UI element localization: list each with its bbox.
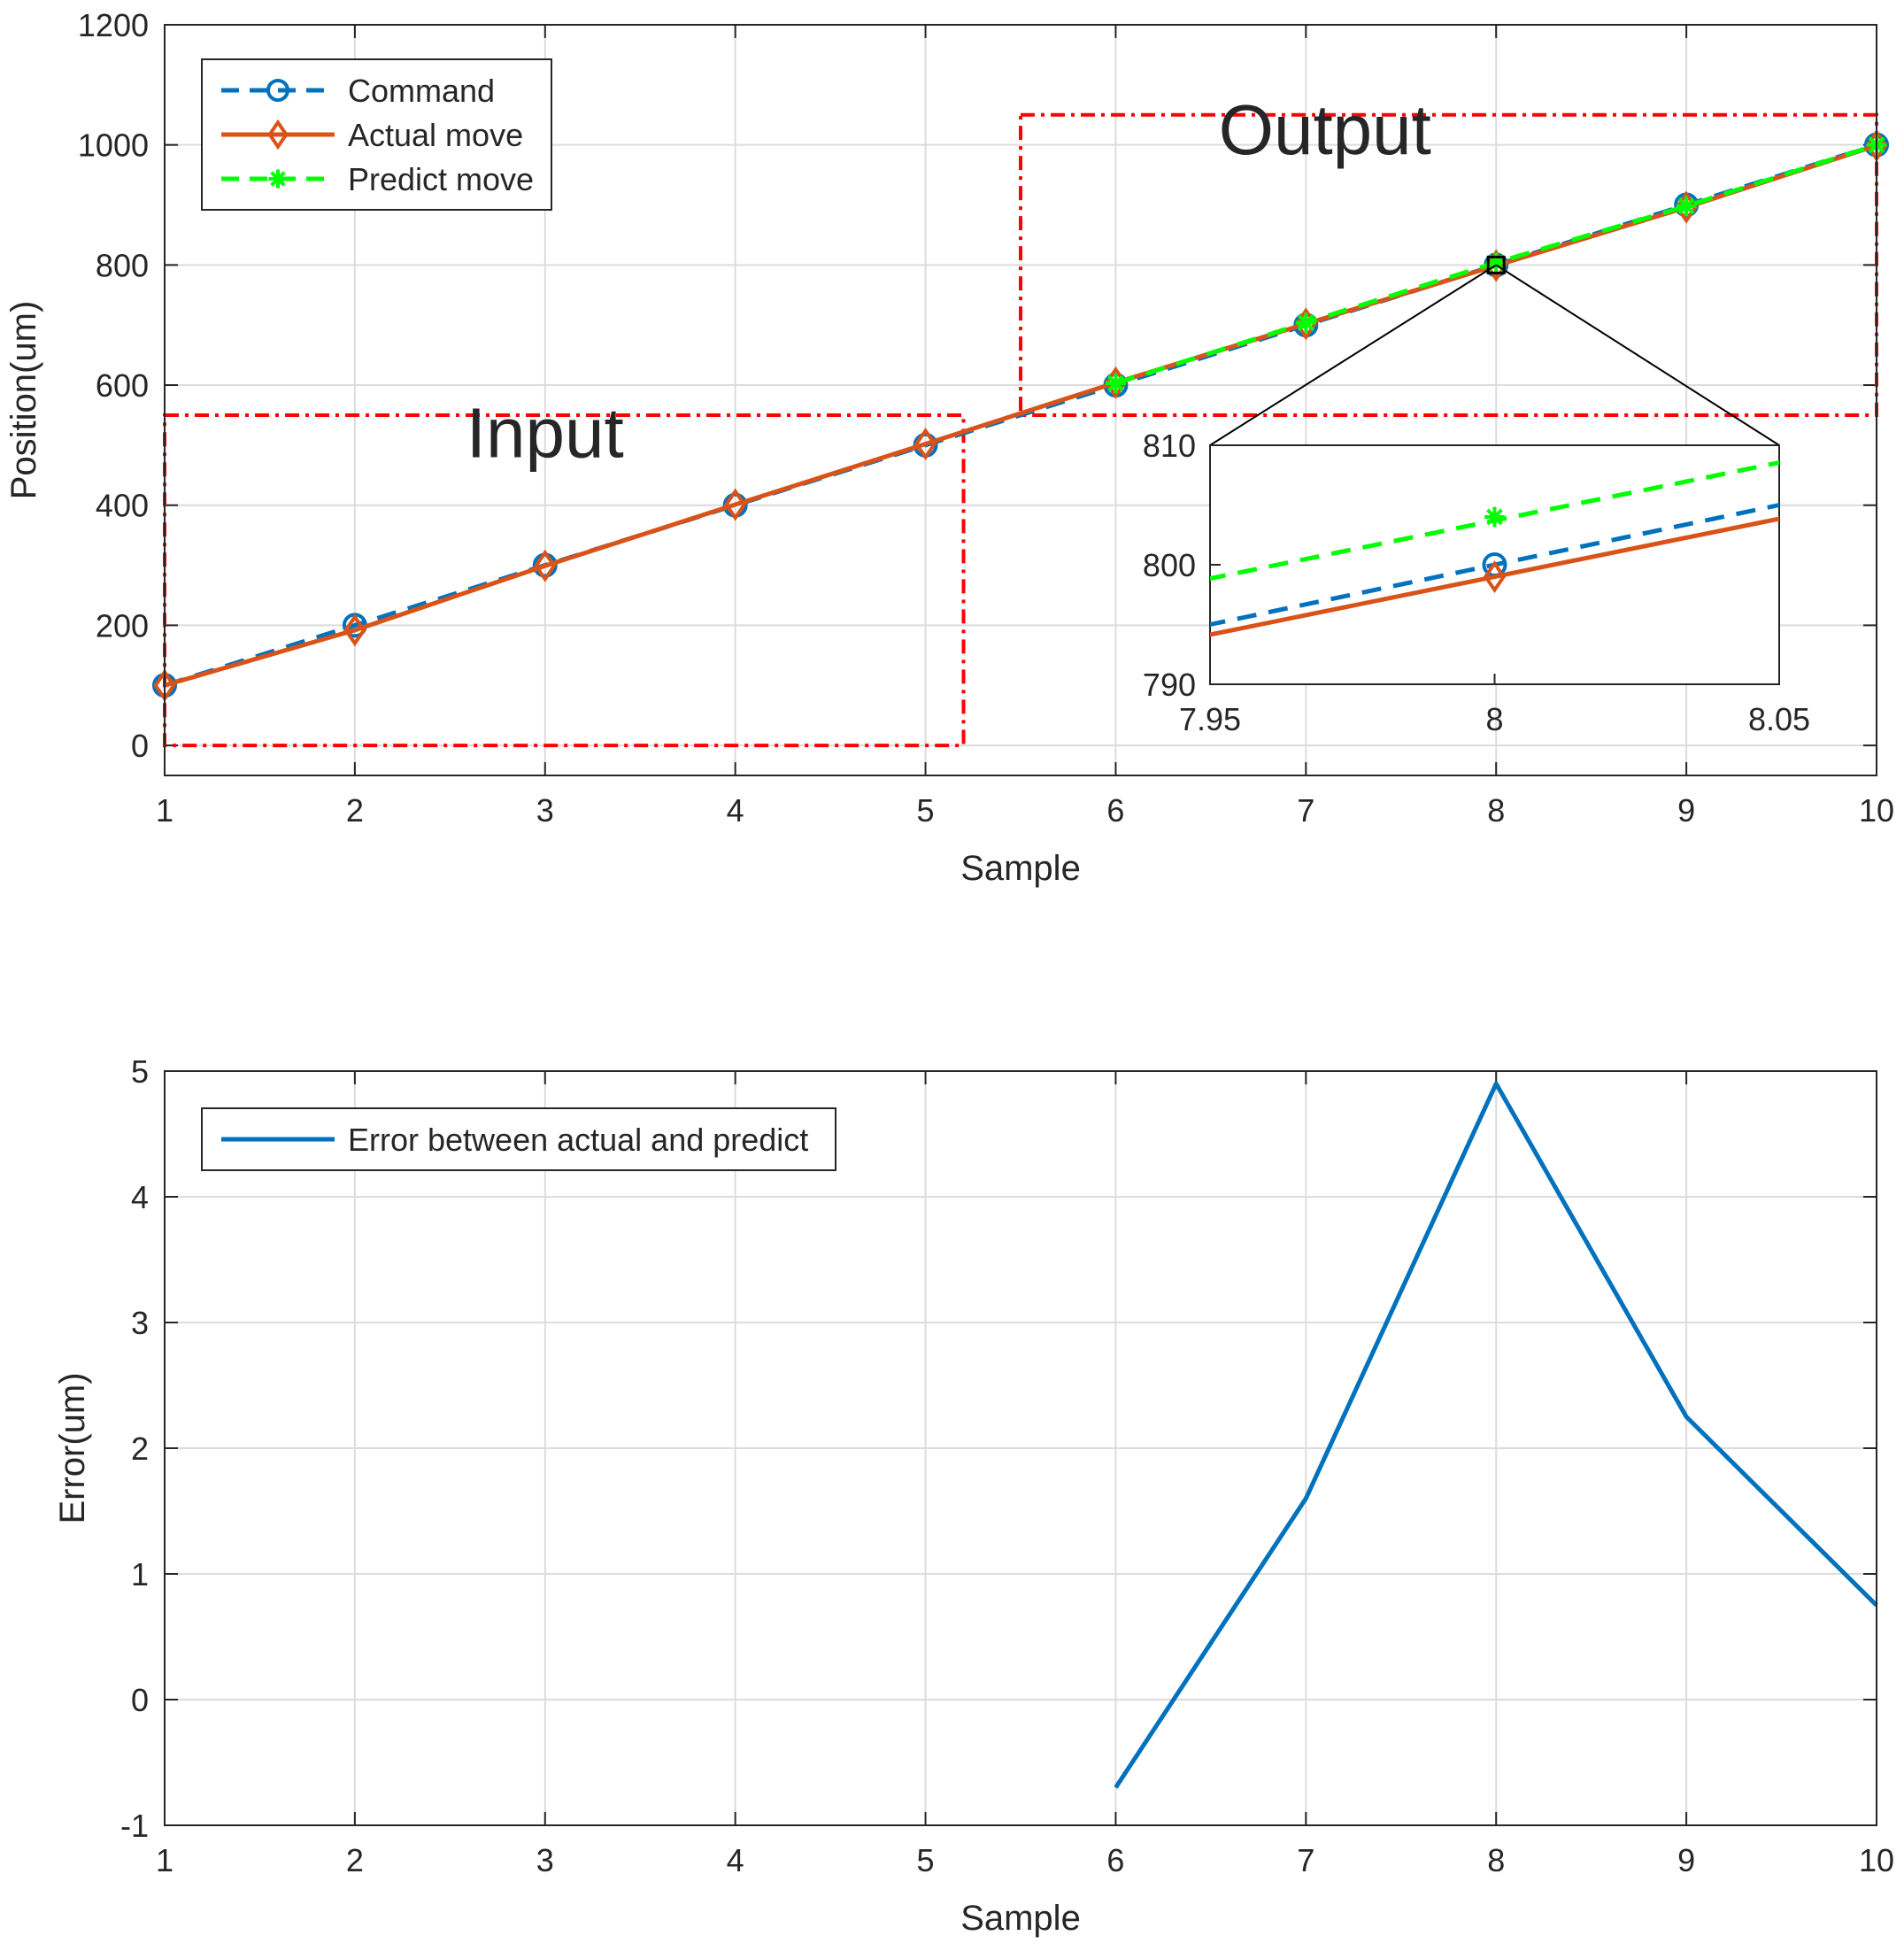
y-tick-label: 200 (96, 607, 149, 644)
inset-y-tick-label: 810 (1143, 428, 1196, 464)
inset: 7.95 8 8.05 790 800 810 (1143, 255, 1810, 737)
x-tick-label: 2 (346, 792, 364, 829)
plot-0: 1 2 3 4 5 6 7 8 9 10 0 200 400 600 800 1000 1200 Sample Po… (4, 7, 1894, 888)
legend-marker (268, 169, 288, 189)
inset-line-1 (1210, 516, 1779, 637)
y-tick-label: 400 (96, 488, 149, 524)
x-tick-label: 5 (917, 1842, 935, 1878)
x-tick-label: 4 (727, 792, 744, 829)
series-2-point (1676, 196, 1697, 217)
x-axis-label: Sample (960, 849, 1081, 888)
inset-y-tick-label: 790 (1143, 667, 1196, 703)
series-line-1 (164, 143, 1877, 688)
legend-0: Command Actual move Predict move (201, 58, 552, 211)
y-axis-label: Error(um) (53, 1372, 92, 1523)
series-2-point (1485, 252, 1507, 274)
annotation-input-label: Input (466, 393, 624, 472)
series-2-point (1106, 373, 1126, 394)
y-tick-label: 600 (96, 367, 149, 404)
x-tick-label: 2 (346, 1842, 364, 1878)
x-tick-label: 7 (1297, 792, 1314, 829)
y-tick-label: 5 (131, 1053, 149, 1090)
legend-entry: Command (348, 73, 495, 109)
legend-1: Error between actual and predict (201, 1107, 836, 1171)
inset-point-2 (1484, 506, 1505, 528)
x-tick-label: 8 (1487, 792, 1505, 829)
series-1-point (534, 549, 557, 582)
x-tick-label: 1 (156, 792, 173, 829)
annotation-box-0 (163, 413, 966, 748)
series-2-point (1295, 312, 1316, 333)
inset-y-tick-label: 800 (1143, 547, 1196, 583)
x-tick-label: 4 (727, 1842, 744, 1878)
zoom-source-box (1486, 255, 1506, 274)
x-axis-label: Sample (960, 1899, 1081, 1938)
legend-entry: Predict move (348, 161, 534, 197)
x-tick-label: 6 (1106, 792, 1124, 829)
x-tick-label: 10 (1859, 1842, 1894, 1878)
series-1-point (724, 488, 747, 521)
zoom-connector (1209, 264, 1497, 446)
x-tick-label: 9 (1677, 1842, 1695, 1878)
x-tick-label: 9 (1677, 792, 1695, 829)
x-tick-label: 6 (1106, 1842, 1124, 1878)
y-tick-label: 0 (131, 728, 149, 764)
series-1-point (1675, 190, 1698, 224)
inset-x-tick-label: 8.05 (1748, 701, 1810, 737)
x-tick-label: 8 (1487, 1842, 1505, 1878)
y-tick-label: 1200 (78, 7, 149, 43)
series-1-point (913, 427, 937, 461)
legend-entry: Actual move (348, 117, 523, 153)
inset-series (1210, 460, 1779, 637)
plot-frame (164, 1070, 1877, 1826)
legend-marker (266, 79, 289, 102)
inset-x-tick-label: 8 (1485, 701, 1503, 737)
x-tick-label: 1 (156, 1842, 173, 1878)
x-tick-label: 3 (536, 792, 554, 829)
x-tick-label: 10 (1859, 792, 1894, 829)
y-tick-label: 0 (131, 1682, 149, 1718)
y-tick-label: -1 (120, 1808, 149, 1844)
y-tick-label: 800 (96, 247, 149, 283)
y-tick-label: 1 (131, 1556, 149, 1592)
series-line-0 (1114, 1081, 1878, 1789)
series-1-point (343, 613, 366, 647)
x-tick-label: 3 (536, 1842, 554, 1878)
legend-marker (267, 119, 289, 150)
inset-x-tick-label: 7.95 (1179, 701, 1241, 737)
x-tick-label: 5 (917, 792, 935, 829)
plot-1: 1 2 3 4 5 6 7 8 9 10 -1 0 1 2 3 4 5 Sample Error(um) Error … (53, 1053, 1894, 1938)
legend-entry: Error between actual and predict (348, 1122, 808, 1158)
y-axis-label: Position(um) (4, 301, 43, 500)
inset-point-1 (1483, 559, 1507, 594)
annotation-output-label: Output (1219, 90, 1431, 169)
y-tick-label: 2 (131, 1430, 149, 1467)
x-tick-label: 7 (1297, 1842, 1314, 1878)
y-tick-label: 3 (131, 1305, 149, 1341)
plot-frame (164, 24, 1877, 776)
y-tick-label: 1000 (78, 127, 149, 164)
zoom-connector (1495, 264, 1780, 446)
y-tick-label: 4 (131, 1179, 149, 1215)
